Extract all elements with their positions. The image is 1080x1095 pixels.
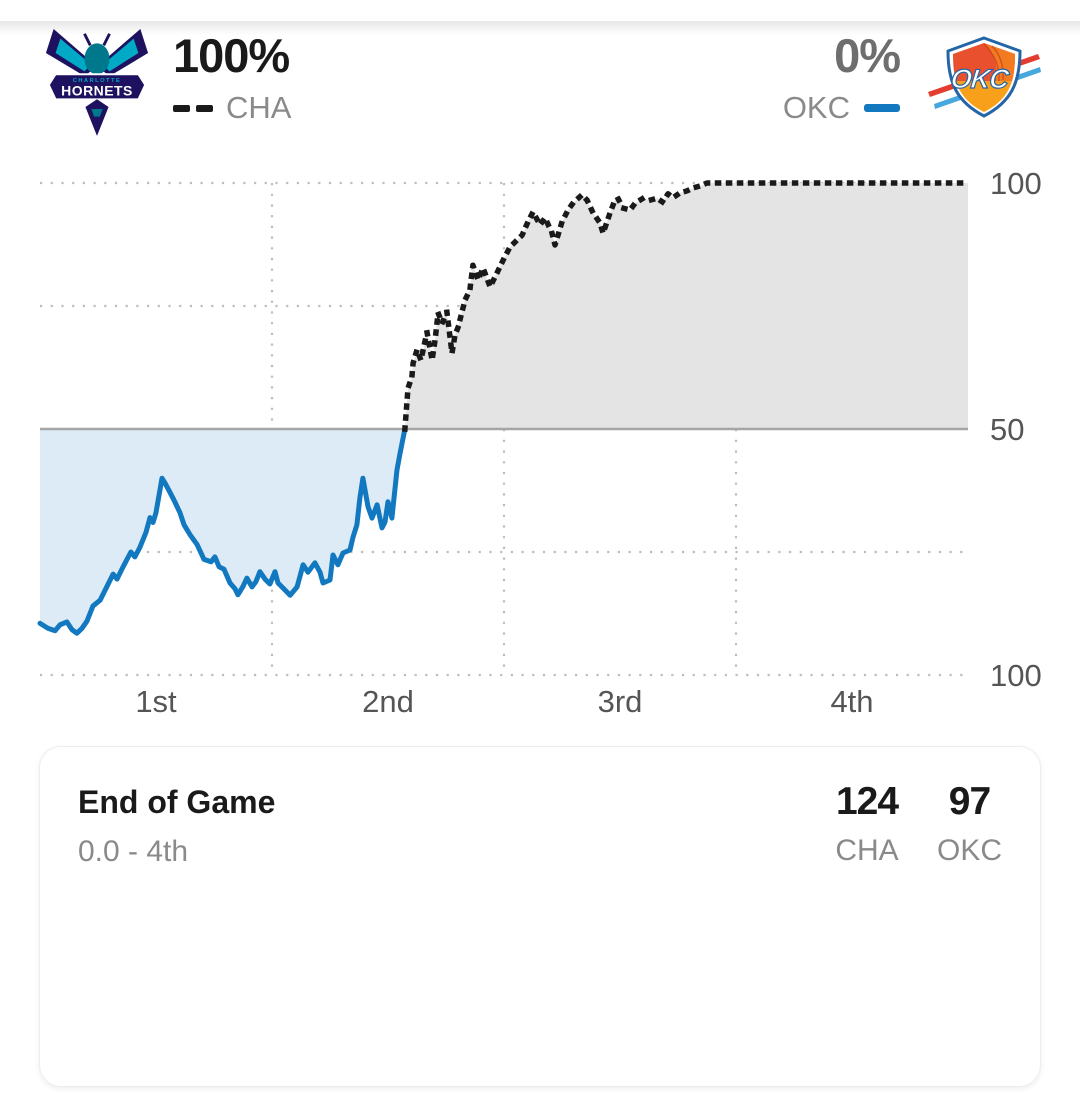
away-score: 124 xyxy=(835,780,899,823)
cha-dashed-line-icon xyxy=(173,104,213,112)
svg-text:100: 100 xyxy=(990,166,1042,201)
away-legend: CHA xyxy=(173,91,291,125)
home-abbr-label: OKC xyxy=(782,90,850,125)
hornets-logo-name-text: HORNETS xyxy=(61,82,133,98)
game-status: End of Game xyxy=(78,784,276,820)
svg-text:4th: 4th xyxy=(830,684,873,719)
away-score-col: 124 CHA xyxy=(835,780,899,868)
home-probability-block: 0% OKC xyxy=(783,29,901,125)
header-divider-fade xyxy=(0,21,1080,35)
away-abbr-label: CHA xyxy=(226,90,292,125)
hornets-logo-city-text: CHARLOTTE xyxy=(73,78,122,84)
okc-solid-line-icon xyxy=(864,104,900,112)
svg-text:2nd: 2nd xyxy=(362,684,414,719)
svg-text:1st: 1st xyxy=(135,684,177,719)
svg-text:50: 50 xyxy=(990,412,1024,447)
home-score-abbr: OKC xyxy=(936,834,1002,867)
away-win-pct: 100% xyxy=(173,29,290,82)
away-probability-block: 100% CHA xyxy=(173,30,291,125)
game-status-block: End of Game 0.0 - 4th xyxy=(78,783,275,869)
okc-logo-text: OKC xyxy=(949,63,1011,94)
home-win-pct: 0% xyxy=(834,29,901,82)
svg-text:3rd: 3rd xyxy=(598,684,643,719)
game-clock: 0.0 - 4th xyxy=(78,835,189,868)
thunder-team-logo: OKC xyxy=(928,36,1041,118)
home-legend: OKC xyxy=(783,91,900,125)
win-probability-chart[interactable]: 100 50 100 1st 2nd 3rd 4th xyxy=(0,0,1080,740)
home-score: 97 xyxy=(948,780,991,823)
home-score-col: 97 OKC xyxy=(936,780,1002,868)
away-score-abbr: CHA xyxy=(835,834,899,867)
final-score: 124 CHA 97 OKC xyxy=(835,780,1002,868)
svg-text:100: 100 xyxy=(990,658,1042,693)
hornets-team-logo: CHARLOTTE HORNETS xyxy=(45,28,149,136)
win-probability-header: CHARLOTTE HORNETS 100% CHA 0% OKC OKC xyxy=(0,0,1080,150)
game-summary-card: End of Game 0.0 - 4th 124 CHA 97 OKC xyxy=(39,746,1041,1087)
